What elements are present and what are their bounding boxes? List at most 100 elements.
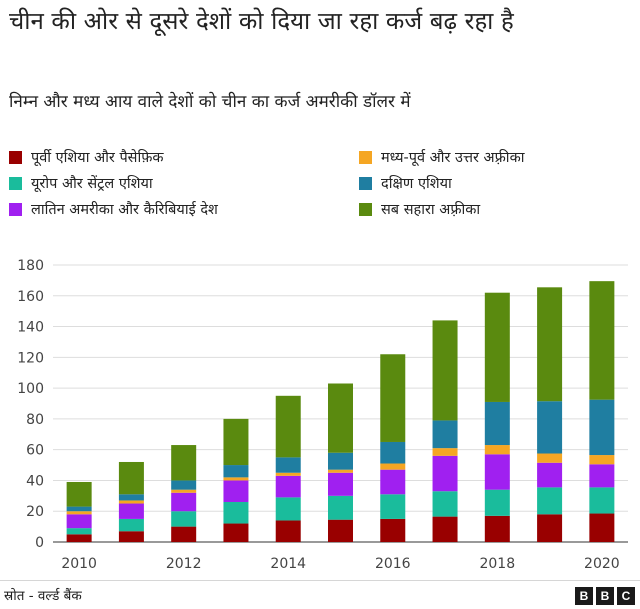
x-tick-label: 2018 [479, 556, 515, 572]
x-tick-label: 2010 [61, 556, 97, 572]
legend-label: लातिन अमरीका और कैरिबियाई देश [31, 202, 218, 218]
bar-segment [118, 494, 144, 501]
bar-segment [380, 494, 406, 519]
bar-segment [171, 492, 197, 512]
y-tick-label: 180 [17, 258, 44, 274]
legend-item: पूर्वी एशिया और पैसेफ़िक [9, 147, 164, 167]
bar-segment [589, 464, 615, 488]
legend-item: सब सहारा अफ़्रीका [359, 199, 480, 219]
legend-label: यूरोप और सेंट्रल एशिया [31, 176, 153, 192]
bar-segment [537, 401, 563, 454]
legend-item: दक्षिण एशिया [359, 173, 452, 193]
bar-segment [275, 395, 301, 458]
legend-item: मध्य-पूर्व और उत्तर अफ़्रीका [359, 147, 524, 167]
bar-segment [66, 511, 92, 515]
bar-segment [484, 445, 510, 455]
bar-segment [223, 418, 249, 466]
bar-segment [589, 487, 615, 514]
chart-subtitle: निम्न और मध्य आय वाले देशों को चीन का कर… [9, 92, 411, 112]
bar-segment [66, 528, 92, 535]
bar-segment [484, 292, 510, 402]
legend-swatch [359, 202, 372, 216]
bar-segment [328, 495, 353, 520]
logo-letter: B [596, 587, 614, 605]
x-tick-label: 2016 [375, 556, 411, 572]
legend-swatch [9, 176, 22, 190]
bar-segment [223, 501, 249, 524]
bar-segment [171, 511, 197, 527]
bar-segment [380, 518, 406, 542]
legend-swatch [9, 202, 22, 216]
bar-segment [223, 480, 249, 502]
bar-segment [118, 531, 144, 542]
bar-segment [432, 491, 458, 517]
x-tick-label: 2020 [584, 556, 620, 572]
bar-segment [537, 453, 563, 463]
source-note: स्रोत - वर्ल्ड बैंक [4, 588, 82, 604]
bar-segment [171, 480, 197, 490]
bar-segment [66, 481, 92, 507]
bar-segment [380, 354, 406, 442]
stacked-bar-chart: 0 20 40 60 80 100 120 140 160 180 2010 2012 2014 2016… [17, 258, 628, 572]
legend-item: लातिन अमरीका और कैरिबियाई देश [9, 199, 218, 219]
footer-divider [0, 580, 640, 581]
y-tick-label: 120 [17, 350, 44, 366]
y-tick-label: 60 [26, 443, 44, 459]
bar-segment [66, 534, 92, 542]
bar-segment [537, 462, 563, 488]
bar-segment [484, 489, 510, 516]
bar-segment [118, 518, 144, 532]
bar-segment [66, 506, 92, 512]
bar-segment [589, 513, 615, 542]
bar-segment [589, 455, 615, 465]
bar-segment [328, 383, 353, 453]
bar-segment [537, 287, 563, 402]
legend-swatch [359, 150, 372, 164]
bar-segment [275, 457, 301, 473]
bar-segment [275, 520, 301, 542]
legend-swatch [9, 150, 22, 164]
bar-segment [328, 469, 353, 473]
y-tick-label: 160 [17, 289, 44, 305]
bar-segment [380, 469, 406, 495]
legend-item: यूरोप और सेंट्रल एशिया [9, 173, 153, 193]
bar-segment [484, 454, 510, 490]
x-tick-label: 2012 [166, 556, 202, 572]
y-tick-label: 0 [35, 535, 44, 551]
bar-segment [275, 497, 301, 521]
bar-segment [328, 472, 353, 496]
bar-segment [537, 514, 563, 542]
bar-segment [118, 503, 144, 519]
y-tick-label: 100 [17, 381, 44, 397]
x-tick-label: 2014 [270, 556, 306, 572]
bar-segment [275, 472, 301, 476]
bar-segment [432, 516, 458, 542]
logo-letter: C [617, 587, 635, 605]
bbc-logo: B B C [575, 587, 635, 605]
y-tick-label: 140 [17, 320, 44, 336]
bar-segment [537, 487, 563, 515]
bar-segment [223, 523, 249, 542]
legend-label: पूर्वी एशिया और पैसेफ़िक [31, 150, 164, 166]
bar-segment [484, 515, 510, 542]
y-tick-label: 20 [26, 504, 44, 520]
bar-segment [484, 401, 510, 446]
y-tick-label: 40 [26, 473, 44, 489]
bar-segment [328, 452, 353, 470]
bar-segment [223, 465, 249, 478]
chart-title: चीन की ओर से दूसरे देशों को दिया जा रहा … [9, 7, 514, 35]
bar-segment [589, 281, 615, 400]
bar-segment [589, 399, 615, 456]
bar-segment [328, 519, 353, 542]
legend-label: मध्य-पूर्व और उत्तर अफ़्रीका [381, 150, 525, 166]
bar-segment [171, 489, 197, 493]
bar-segment [432, 320, 458, 421]
bar-segment [118, 500, 144, 504]
bar-segment [275, 475, 301, 498]
logo-letter: B [575, 587, 593, 605]
legend-swatch [359, 176, 372, 190]
bar-segment [171, 526, 197, 542]
bar-segment [118, 461, 144, 495]
bar-segment [432, 455, 458, 492]
y-tick-label: 80 [26, 412, 44, 428]
